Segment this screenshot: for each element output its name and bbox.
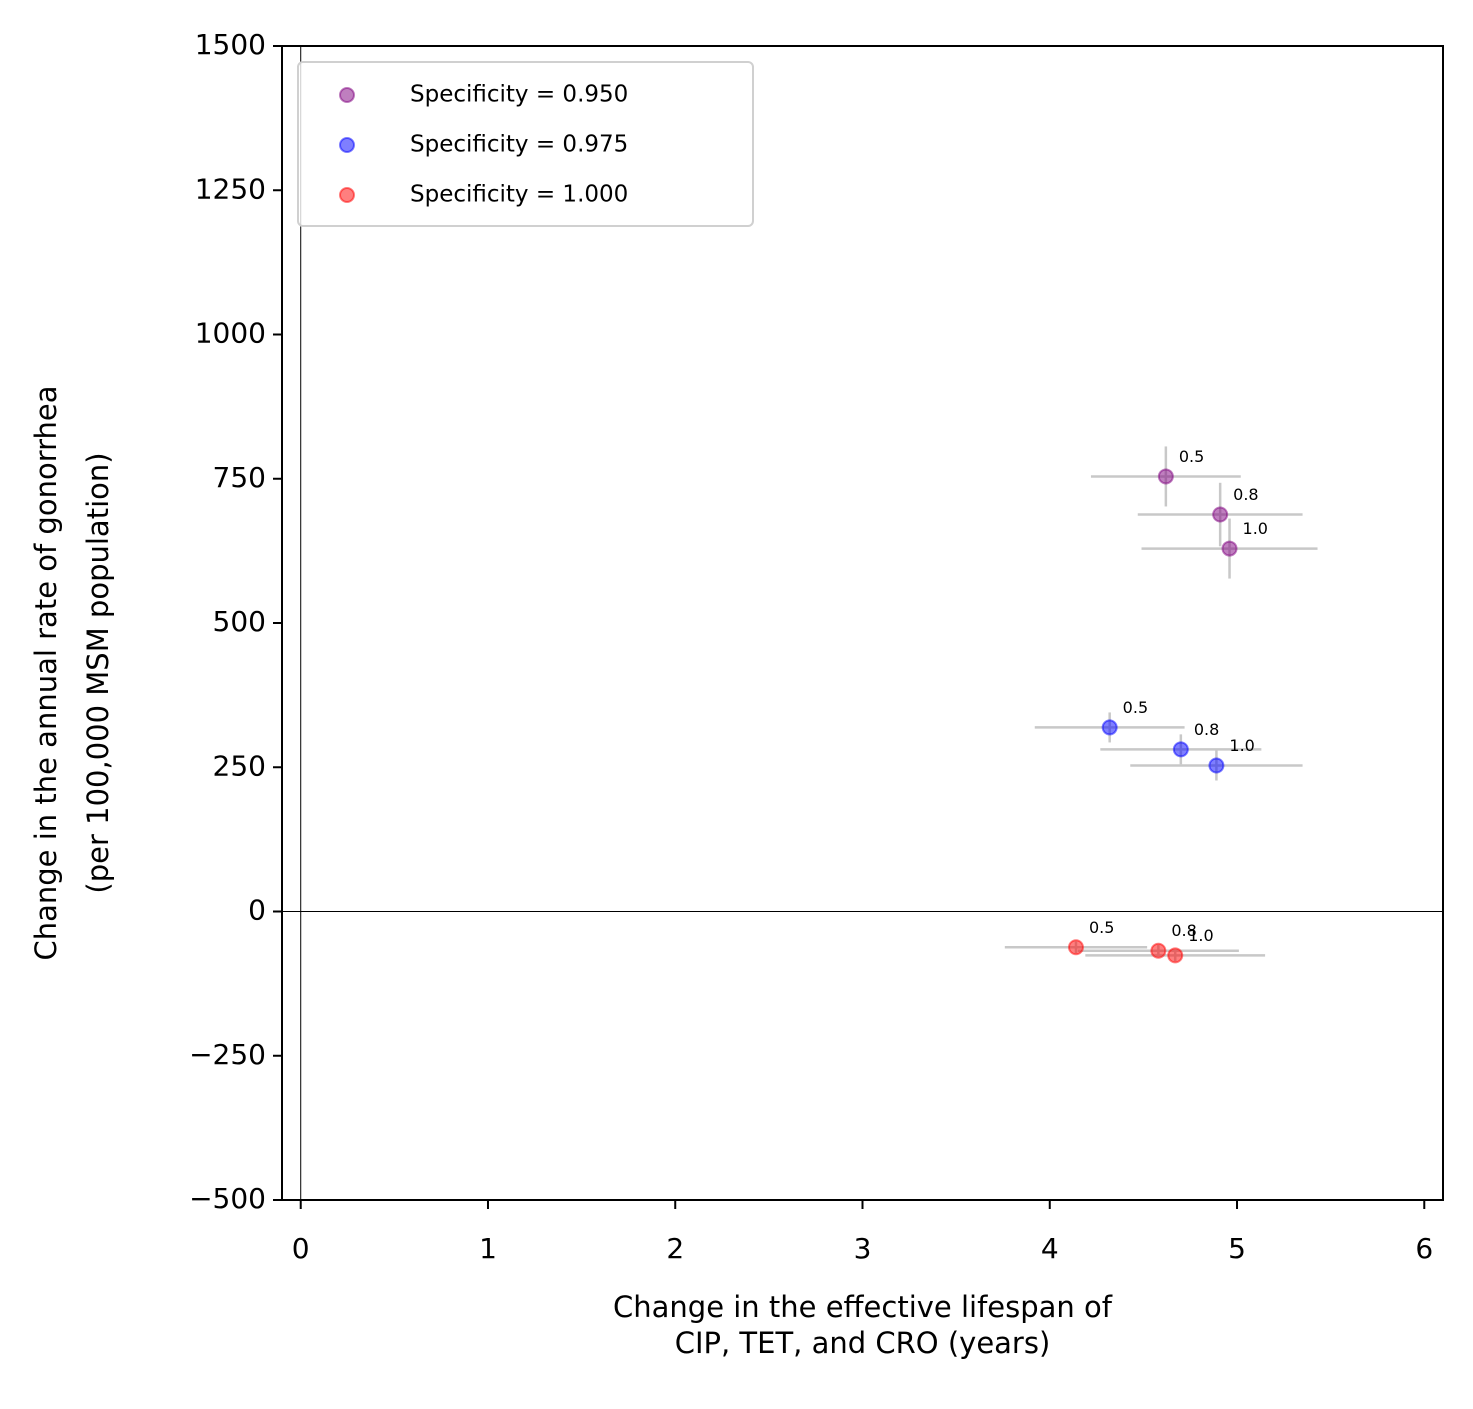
y-tick-label: 500 xyxy=(213,605,266,638)
point-label: 0.5 xyxy=(1123,698,1148,717)
x-tick-label: 3 xyxy=(854,1232,872,1265)
legend-box xyxy=(297,61,754,227)
point xyxy=(1167,947,1184,964)
legend-label: Specificity = 0.975 xyxy=(410,132,628,158)
legend-marker xyxy=(339,137,355,153)
y-tick-label: 1500 xyxy=(195,28,266,61)
point xyxy=(1172,741,1189,758)
y-tick-label: 750 xyxy=(213,461,266,494)
x-axis-label: CIP, TET, and CRO (years) xyxy=(675,1326,1051,1360)
x-axis-label: Change in the effective lifespan of xyxy=(613,1290,1113,1324)
legend-label: Specificity = 1.000 xyxy=(410,182,628,208)
y-tick-label: 0 xyxy=(248,894,266,927)
point-label: 0.5 xyxy=(1089,918,1114,937)
x-tick-label: 2 xyxy=(666,1232,684,1265)
y-tick-label: 1000 xyxy=(195,317,266,350)
point-label: 1.0 xyxy=(1188,926,1213,945)
point-label: 1.0 xyxy=(1229,736,1254,755)
point-label: 1.0 xyxy=(1243,519,1268,538)
legend: Specificity = 0.950 Specificity = 0.975 Sp… xyxy=(297,61,754,227)
y-tick-label: 1250 xyxy=(195,172,266,205)
point xyxy=(1212,506,1229,523)
point xyxy=(1157,468,1174,485)
point-label: 0.8 xyxy=(1233,485,1258,504)
legend-label: Specificity = 0.950 xyxy=(410,82,628,108)
y-tick-label: −250 xyxy=(189,1038,266,1071)
point xyxy=(1208,757,1225,774)
y-tick-label: −500 xyxy=(189,1182,266,1215)
legend-marker xyxy=(339,87,355,103)
point-label: 0.8 xyxy=(1194,720,1219,739)
point xyxy=(1221,540,1238,557)
x-tick-label: 1 xyxy=(479,1232,497,1265)
x-tick-label: 6 xyxy=(1415,1232,1433,1265)
y-axis-label: Change in the annual rate of gonorrhea xyxy=(29,385,63,960)
point xyxy=(1150,942,1167,959)
point-label: 0.5 xyxy=(1179,447,1204,466)
legend-marker xyxy=(339,187,355,203)
x-tick-label: 4 xyxy=(1041,1232,1059,1265)
plot-frame xyxy=(281,45,1444,1201)
x-tick-label: 0 xyxy=(292,1232,310,1265)
point-label: 0.8 xyxy=(1171,921,1196,940)
x-tick-label: 5 xyxy=(1228,1232,1246,1265)
point xyxy=(1067,939,1084,956)
y-tick-label: 250 xyxy=(213,749,266,782)
y-axis-label: (per 100,000 MSM population) xyxy=(81,452,115,893)
point xyxy=(1101,719,1118,736)
